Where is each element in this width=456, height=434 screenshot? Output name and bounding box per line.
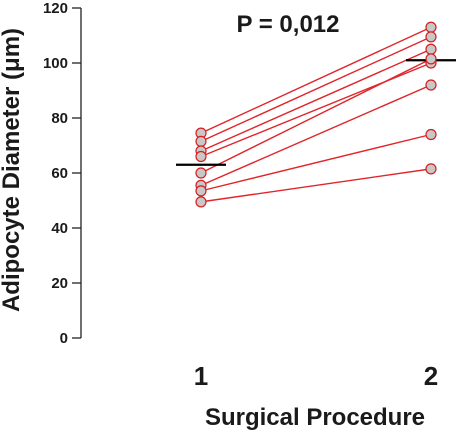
y-tick-label-20: 20 [51,275,68,292]
pair-line-8 [200,168,432,203]
axes: 0 20 40 60 80 100 120 1 2 [43,0,438,391]
point-2-5 [425,53,437,65]
pair-line-1 [200,26,432,134]
pair-line-7 [200,133,432,192]
point-2-6 [425,79,437,91]
data-points [195,21,437,208]
y-tick-label-0: 0 [60,330,68,347]
x-category-label-2: 2 [424,361,438,391]
point-2-7 [425,128,437,141]
y-tick-label-60: 60 [51,165,68,182]
point-2-1 [425,21,437,33]
point-1-5 [195,167,207,179]
point-2-8 [425,163,437,175]
x-axis-title: Surgical Procedure [205,404,425,431]
point-1-2 [195,135,207,147]
point-1-7 [195,185,207,197]
y-axis-title: Adipocyte Diameter (μm) [0,28,25,312]
point-1-4 [195,150,207,163]
y-tick-label-80: 80 [51,110,68,127]
p-value-annotation: P = 0,012 [237,11,340,38]
point-1-8 [195,196,207,208]
point-2-2 [425,31,437,43]
y-tick-label-100: 100 [43,55,68,72]
x-category-label-1: 1 [194,361,208,391]
point-2-3 [425,43,437,55]
y-tick-label-120: 120 [43,0,68,17]
pair-line-5 [200,58,432,174]
paired-series [200,26,432,203]
pair-line-6 [200,84,432,187]
y-tick-label-40: 40 [51,220,68,237]
pair-line-2 [200,36,432,143]
pair-line-3 [200,48,432,152]
